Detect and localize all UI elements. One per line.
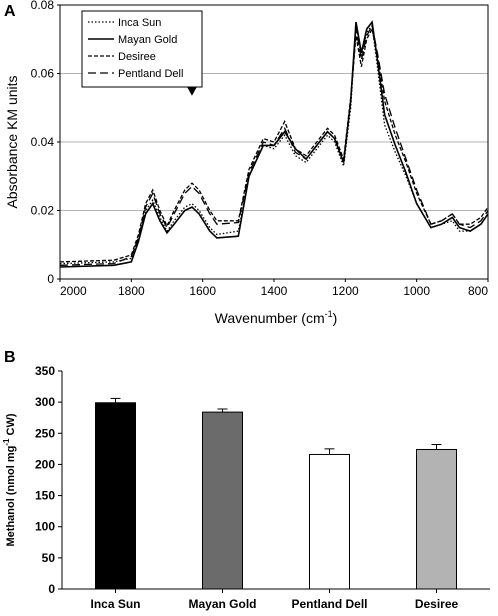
panel-a-label: A xyxy=(4,3,16,20)
b-y-ticks: 0 50 100 150 200 250 300 350 xyxy=(35,364,62,596)
a-legend-items: Inca Sun Mayan Gold Desiree Pentland Dell xyxy=(88,17,183,80)
b-x-tick-label: Inca Sun xyxy=(90,597,140,611)
legend-label: Inca Sun xyxy=(118,17,161,29)
b-y-tick-label: 250 xyxy=(35,426,55,440)
a-series-lines xyxy=(59,20,489,268)
a-x-axis-title-sup: -1 xyxy=(325,309,333,319)
a-x-tick-label: 1200 xyxy=(332,284,359,298)
b-y-axis-title-main: Methanol (nmol mg xyxy=(5,446,17,547)
b-y-tick-label: 350 xyxy=(35,364,55,378)
a-y-tick-label: 0.02 xyxy=(31,204,55,218)
legend-label: Desiree xyxy=(118,51,156,63)
b-y-tick-label: 0 xyxy=(48,582,55,596)
legend-label: Mayan Gold xyxy=(118,34,177,46)
a-y-tick-label: 0.06 xyxy=(31,67,55,81)
b-y-tick-label: 300 xyxy=(35,395,55,409)
bar-mayan-gold xyxy=(202,411,243,590)
a-x-axis-title: Wavenumber (cm-1) xyxy=(215,309,338,326)
a-x-ticks: 2000 1800 1600 1400 1200 1000 800 xyxy=(59,279,489,298)
b-x-tick-label: Pentland Dell xyxy=(291,597,367,611)
a-x-axis-title-main: Wavenumber (cm xyxy=(215,310,325,326)
a-legend-box xyxy=(81,10,203,88)
a-y-tick-label: 0 xyxy=(47,272,54,286)
a-x-tick-label: 800 xyxy=(468,284,488,298)
b-y-tick-label: 50 xyxy=(42,551,56,565)
b-x-tick-label: Desiree xyxy=(415,597,459,611)
b-y-tick-label: 100 xyxy=(35,520,55,534)
a-gridlines xyxy=(60,73,488,211)
a-x-tick-label: 1600 xyxy=(189,284,216,298)
panel-b-label: B xyxy=(4,349,16,366)
a-legend: Inca Sun Mayan Gold Desiree Pentland Dell xyxy=(81,10,203,88)
a-y-ticks: 0 0.02 0.04 0.06 0.08 xyxy=(31,0,60,286)
b-y-tick-label: 150 xyxy=(35,489,55,503)
bar-pentland-dell xyxy=(309,453,350,590)
series-line-desiree xyxy=(59,27,489,263)
b-y-axis-title: Methanol (nmol mg-1 CW) xyxy=(2,413,17,546)
a-x-tick-label: 1400 xyxy=(261,284,288,298)
a-x-tick-label: 2000 xyxy=(60,284,87,298)
a-x-axis-title-close: ) xyxy=(333,310,338,326)
b-y-axis-title-sup: -1 xyxy=(2,438,11,446)
series-line-inca-sun xyxy=(59,23,489,265)
a-y-tick-label: 0.08 xyxy=(31,0,55,12)
b-x-tick-label: Mayan Gold xyxy=(188,597,256,611)
legend-label: Pentland Dell xyxy=(118,68,183,80)
a-x-tick-label: 1800 xyxy=(118,284,145,298)
panel-a: A 0 0.02 0.04 0.06 0.08 2000 1800 1600 1400 1200… xyxy=(4,0,489,326)
panel-b: B 0 50 100 150 200 250 300 350 Inca Sun Mayan Go… xyxy=(2,349,490,611)
b-bars xyxy=(95,397,457,590)
b-y-axis-title-close: CW) xyxy=(5,413,17,438)
a-y-tick-label: 0.04 xyxy=(31,135,55,149)
a-x-tick-label: 1000 xyxy=(403,284,430,298)
arrow-head xyxy=(186,86,197,96)
b-y-tick-label: 200 xyxy=(35,457,55,471)
a-y-axis-title: Absorbance KM units xyxy=(4,75,20,208)
series-line-pentland-dell xyxy=(59,23,489,266)
b-x-tick-labels: Inca Sun Mayan Gold Pentland Dell Desiree xyxy=(90,589,459,611)
bar-inca-sun xyxy=(95,402,136,590)
bar-desiree xyxy=(416,448,457,590)
